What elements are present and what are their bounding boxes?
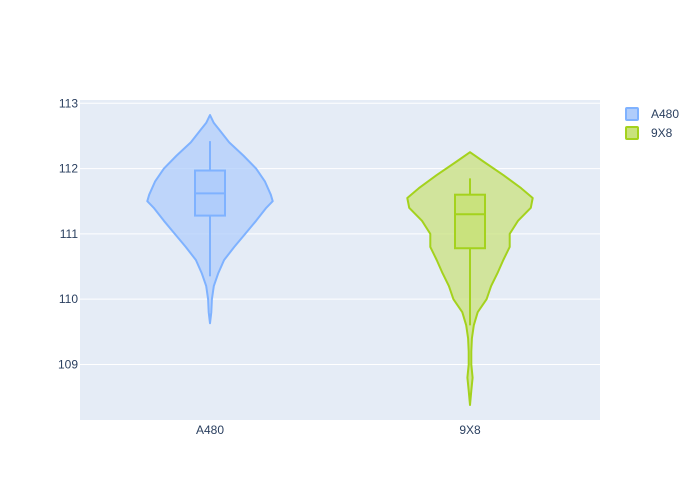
legend-item-A480[interactable]: A480: [625, 107, 679, 121]
violins: [146, 114, 534, 406]
x-tick-label: 9X8: [459, 423, 481, 437]
y-tick-label: 113: [59, 96, 78, 110]
legend-swatch: [625, 107, 639, 121]
x-tick-label: A480: [196, 423, 224, 437]
y-tick-label: 109: [58, 357, 78, 371]
legend-item-9X8[interactable]: 9X8: [625, 126, 673, 140]
legend-swatch: [625, 126, 639, 140]
axis-labels: 109 110 111 112 113 A480 9X8: [58, 96, 481, 437]
violin-9X8[interactable]: [406, 151, 534, 406]
y-tick-label: 110: [59, 292, 78, 306]
y-tick-label: 111: [60, 227, 79, 241]
legend[interactable]: A480 9X8: [625, 107, 679, 140]
legend-label: 9X8: [651, 126, 673, 140]
y-tick-label: 112: [59, 162, 78, 176]
violin-A480[interactable]: [146, 114, 274, 325]
plot-area: [80, 100, 600, 420]
legend-label: A480: [651, 107, 679, 121]
box-iqr: [454, 193, 486, 250]
